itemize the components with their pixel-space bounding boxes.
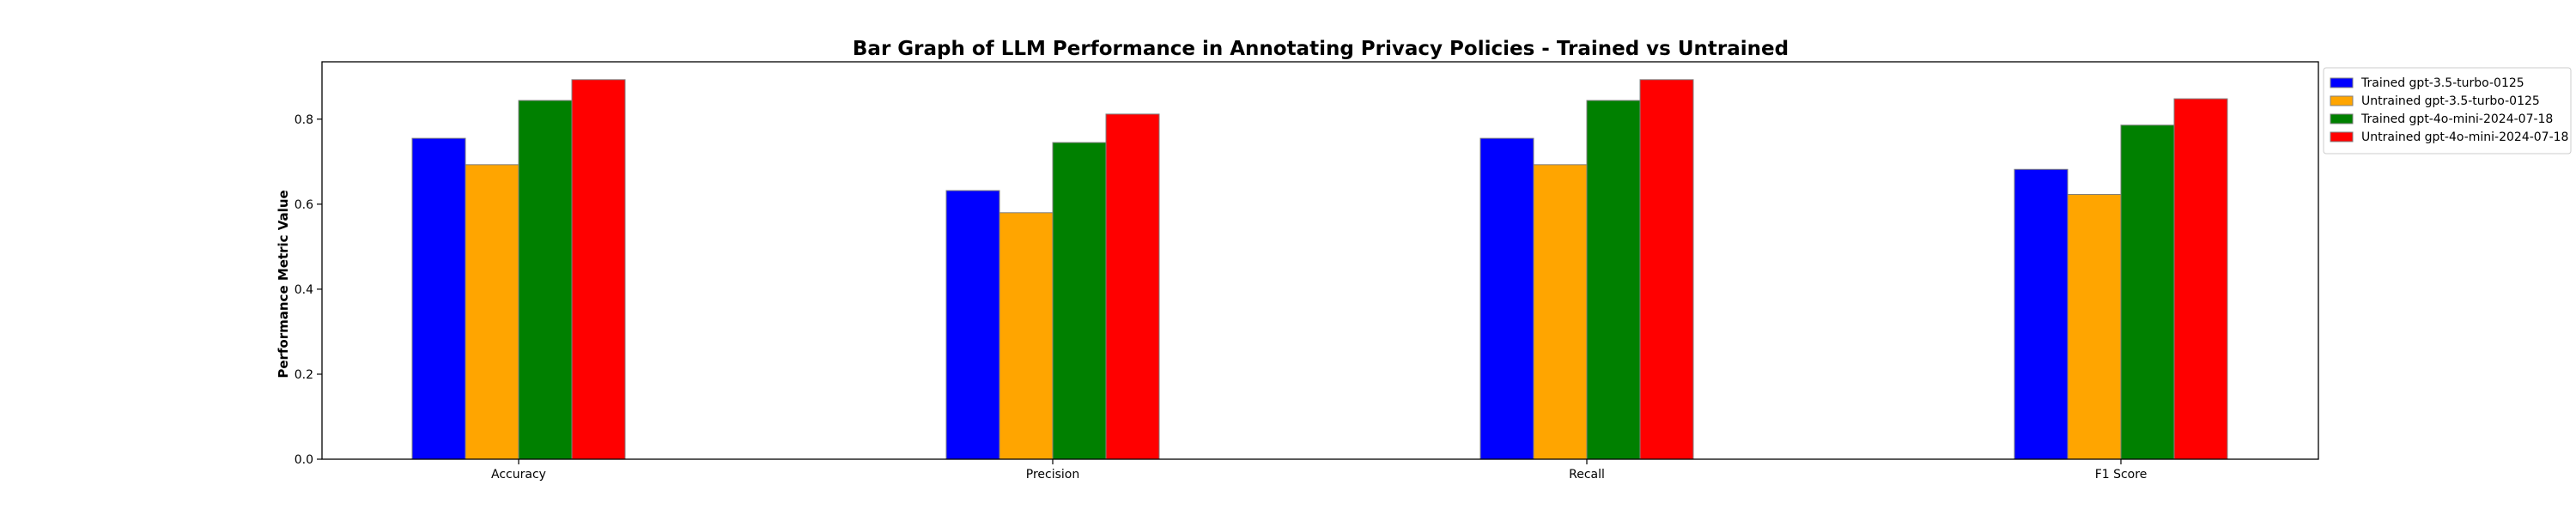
bar-untrained-gpt-3-5-turbo-0125-recall (1533, 164, 1588, 460)
legend-box (2323, 67, 2572, 154)
axes-layer: 0.0 0.2 0.4 0.6 0.8 Accuracy Precision Recall F1… (295, 61, 2319, 482)
y-axis-label: Performance Metric Value (276, 190, 291, 378)
legend: Trained gpt-3.5-turbo-0125 Untrained gpt-… (2323, 67, 2572, 154)
bar-trained-gpt-3-5-turbo-0125-recall (1479, 137, 1534, 460)
bar-trained-gpt-3-5-turbo-0125-precision (945, 190, 1000, 460)
x-tick-label: Precision (1026, 468, 1079, 482)
legend-swatch-untrained-gpt-4o-mini-2024-07-18 (2330, 131, 2354, 142)
bar-trained-gpt-3-5-turbo-0125-accuracy (411, 137, 466, 460)
legend-label-trained-gpt-4o-mini-2024-07-18: Trained gpt-4o-mini-2024-07-18 (2360, 112, 2553, 126)
bar-untrained-gpt-3-5-turbo-0125-accuracy (465, 164, 519, 460)
legend-label-trained-gpt-3-5-turbo-0125: Trained gpt-3.5-turbo-0125 (2360, 76, 2524, 90)
bar-untrained-gpt-4o-mini-2024-07-18-accuracy (571, 79, 626, 460)
bar-untrained-gpt-3-5-turbo-0125-precision (999, 212, 1054, 460)
bar-trained-gpt-4o-mini-2024-07-18-accuracy (518, 100, 573, 460)
plot-frame (321, 61, 2319, 460)
legend-swatch-untrained-gpt-3-5-turbo-0125 (2330, 95, 2354, 106)
bar-trained-gpt-4o-mini-2024-07-18-precision (1052, 142, 1107, 460)
y-tick-label: 0.6 (295, 198, 313, 212)
y-tick-label: 0.4 (295, 283, 313, 297)
y-tick-label: 0.2 (295, 368, 313, 382)
bar-trained-gpt-3-5-turbo-0125-f1-score (2014, 168, 2069, 460)
chart-title: Bar Graph of LLM Performance in Annotati… (853, 38, 1789, 60)
bars-layer (411, 79, 2228, 460)
bar-untrained-gpt-4o-mini-2024-07-18-f1-score (2173, 98, 2228, 460)
legend-label-untrained-gpt-4o-mini-2024-07-18: Untrained gpt-4o-mini-2024-07-18 (2361, 130, 2568, 144)
bar-trained-gpt-4o-mini-2024-07-18-recall (1586, 100, 1641, 460)
y-tick-label: 0.8 (295, 113, 313, 127)
bar-untrained-gpt-4o-mini-2024-07-18-recall (1639, 79, 1694, 460)
legend-swatch-trained-gpt-4o-mini-2024-07-18 (2330, 113, 2354, 124)
x-tick-label: Accuracy (491, 468, 546, 482)
x-tick-label: Recall (1569, 468, 1605, 482)
x-tick-label: F1 Score (2095, 468, 2148, 482)
y-tick-label: 0.0 (295, 453, 313, 467)
legend-label-untrained-gpt-3-5-turbo-0125: Untrained gpt-3.5-turbo-0125 (2361, 94, 2540, 108)
bar-untrained-gpt-4o-mini-2024-07-18-precision (1105, 113, 1160, 460)
legend-swatch-trained-gpt-3-5-turbo-0125 (2330, 77, 2354, 88)
bar-untrained-gpt-3-5-turbo-0125-f1-score (2067, 193, 2122, 460)
bar-trained-gpt-4o-mini-2024-07-18-f1-score (2120, 124, 2175, 460)
